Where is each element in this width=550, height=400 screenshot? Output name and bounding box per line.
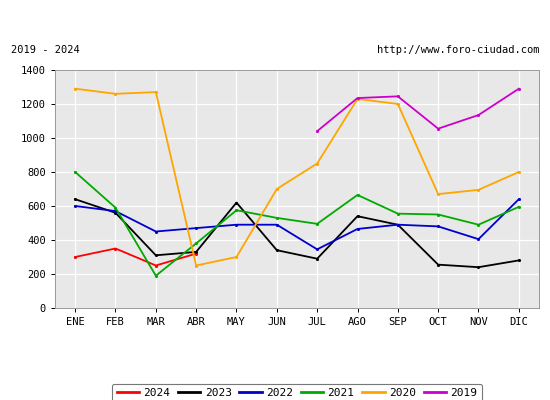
Text: 2019 - 2024: 2019 - 2024	[11, 45, 80, 55]
Text: Evolucion Nº Turistas Nacionales en el municipio de Villamayor de Calatrava: Evolucion Nº Turistas Nacionales en el m…	[23, 12, 527, 24]
Legend: 2024, 2023, 2022, 2021, 2020, 2019: 2024, 2023, 2022, 2021, 2020, 2019	[112, 384, 482, 400]
Text: http://www.foro-ciudad.com: http://www.foro-ciudad.com	[377, 45, 539, 55]
